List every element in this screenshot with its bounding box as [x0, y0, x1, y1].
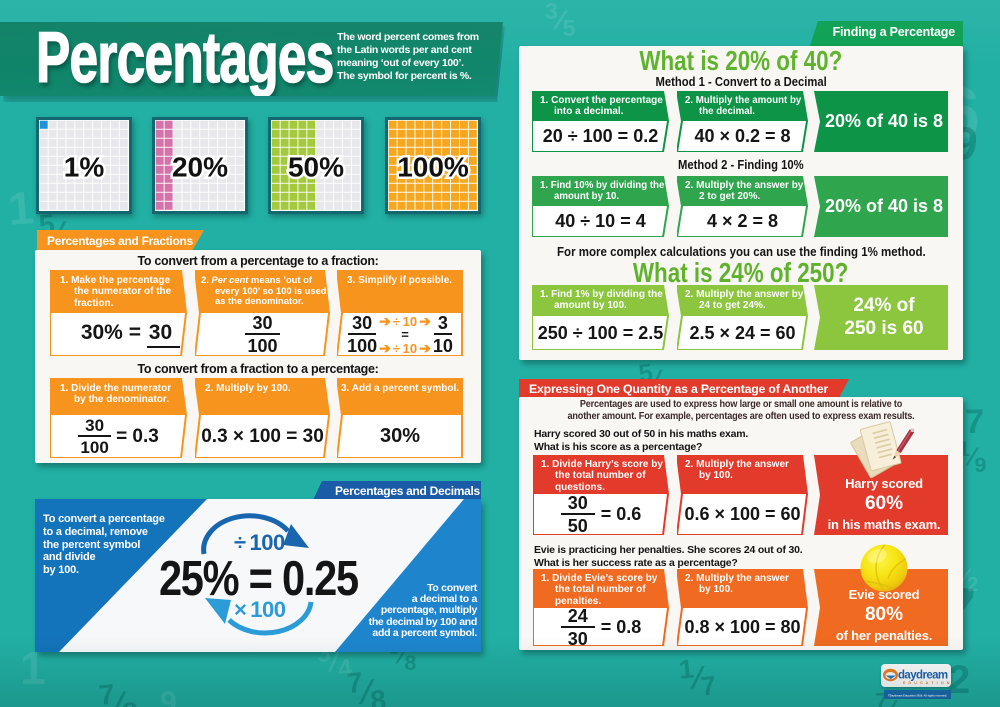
svg-text:100%: 100%	[397, 152, 469, 183]
svg-text:50%: 50%	[288, 152, 344, 183]
svg-text:E D U C A T I O N: E D U C A T I O N	[903, 681, 950, 685]
svg-text:©Daydream Education 2016. All: ©Daydream Education 2016. All rights res…	[888, 693, 947, 697]
svg-text:20%: 20%	[172, 152, 228, 183]
svg-text:daydream: daydream	[898, 670, 948, 682]
svg-text:1%: 1%	[64, 152, 105, 183]
